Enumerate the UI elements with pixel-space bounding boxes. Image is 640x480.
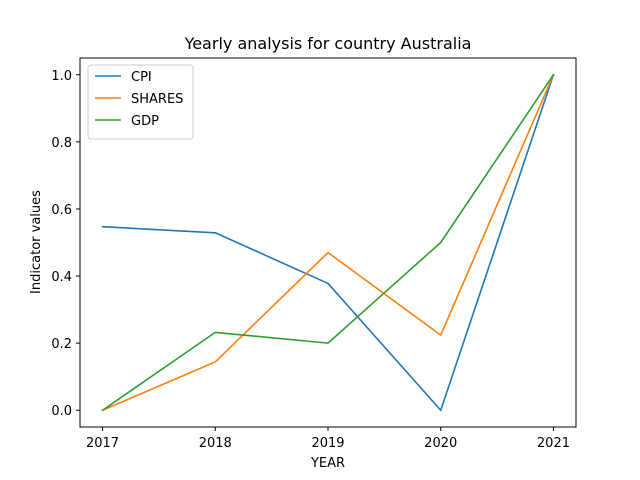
series-line-gdp [101, 73, 555, 412]
legend-label-gdp: GDP [131, 114, 159, 129]
x-tick-label: 2021 [537, 436, 570, 451]
x-tick-label: 2020 [424, 436, 457, 451]
y-tick-label: 0.0 [51, 404, 72, 419]
y-tick-label: 0.8 [51, 136, 72, 151]
y-tick-label: 0.4 [51, 270, 72, 285]
legend-label-shares: SHARES [131, 92, 183, 107]
chart-title: Yearly analysis for country Australia [184, 34, 472, 53]
x-tick-label: 2017 [86, 436, 119, 451]
legend: CPI SHARES GDP [87, 64, 194, 140]
series-line-shares [101, 73, 555, 412]
y-tick-label: 0.2 [51, 337, 72, 352]
series-line-cpi [101, 73, 555, 412]
x-axis-ticks: 2017 2018 2019 2020 2021 [86, 427, 570, 451]
y-tick-label: 1.0 [51, 69, 72, 84]
y-tick-label: 0.6 [51, 203, 72, 218]
x-tick-label: 2019 [311, 436, 344, 451]
y-axis-label: Indicator values [29, 190, 44, 294]
y-axis-ticks: 0.0 0.2 0.4 0.6 0.8 1.0 [51, 69, 80, 419]
series-lines [101, 73, 555, 412]
x-tick-label: 2018 [199, 436, 232, 451]
legend-label-cpi: CPI [131, 70, 152, 85]
x-axis-label: YEAR [310, 456, 345, 471]
